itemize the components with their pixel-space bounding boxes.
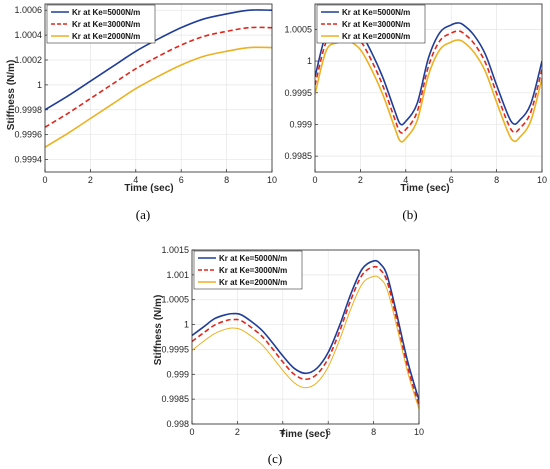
panel-c-x-tick-label: 8 <box>371 427 376 437</box>
panel-a-y-tick-label: 0.9998 <box>14 105 42 115</box>
panel-c-y-tick-label: 1.001 <box>166 270 189 280</box>
panel-c-x-tick-label: 10 <box>414 427 424 437</box>
panel-b: Time (sec) (b) 0 2 4 6 8 10 0.9985 0.999 0.9995 1… <box>284 3 547 222</box>
panel-c-x-tick-label: 0 <box>189 427 194 437</box>
panel-a-legend-label-3: Kr at Ke=2000N/m <box>72 32 140 41</box>
panel-a-y-tick-label: 0.9996 <box>14 130 42 140</box>
panel-a-y-tick-label: 1.0004 <box>14 30 42 40</box>
panel-c-series-line-3 <box>192 275 419 410</box>
panel-b-caption: (b) <box>402 207 417 222</box>
panel-c-y-tick-label: 0.9985 <box>161 394 189 404</box>
panel-c-axes-box <box>191 249 420 425</box>
panel-c-y-tick-label: 1.0005 <box>161 295 189 305</box>
panel-a-y-tick-label: 1 <box>37 80 42 90</box>
panel-a-x-tick-label: 8 <box>224 175 229 185</box>
panel-c-y-tick-label: 1.0015 <box>161 245 189 255</box>
panel-b-x-tick-label: 4 <box>403 175 408 185</box>
panel-c-series-line-1 <box>192 259 419 401</box>
panel-c-x-tick-label: 4 <box>280 427 285 437</box>
panel-a-ylabel: Stiffness (N/m) <box>6 60 17 131</box>
panel-a-xlabel: Time (sec) <box>124 183 173 194</box>
panel-c-caption: (c) <box>268 451 282 466</box>
panel-a-series-line-3 <box>45 46 272 148</box>
panel-c-x-tick-label: 6 <box>326 427 331 437</box>
panel-a-caption: (a) <box>136 207 150 222</box>
panel-b-xlabel: Time (sec) <box>400 183 449 194</box>
panel-b-legend-label-1: Kr at Ke=5000N/m <box>342 8 410 17</box>
panel-a-x-tick-label: 2 <box>88 175 93 185</box>
panel-a-legend-label-2: Kr at Ke=3000N/m <box>72 20 140 29</box>
panel-a-y-tick-label: 0.9994 <box>14 155 42 165</box>
panel-b-x-tick-label: 2 <box>358 175 363 185</box>
panel-c-x-tick-label: 2 <box>235 427 240 437</box>
panel-c: Stiffness (N/m) Time (sec) (c) 0 2 4 6 8 10 0.… <box>153 245 424 466</box>
panel-c-ylabel: Stiffness (N/m) <box>153 295 164 366</box>
panel-c-legend-label-3: Kr at Ke=2000N/m <box>219 278 287 287</box>
panel-a-y-tick-label: 1.0002 <box>14 55 42 65</box>
panel-b-x-tick-label: 6 <box>449 175 454 185</box>
panel-c-series-line-2 <box>192 265 419 406</box>
panel-c-y-tick-label: 0.999 <box>166 369 189 379</box>
panel-a-y-tick-label: 1.0006 <box>14 5 42 15</box>
panel-b-axes-box <box>314 3 543 173</box>
panel-b-series-line-2 <box>315 30 542 134</box>
panel-a-axes-box <box>44 3 273 173</box>
panel-a-x-tick-label: 4 <box>133 175 138 185</box>
panel-b-legend-label-3: Kr at Ke=2000N/m <box>342 32 410 41</box>
panel-b-y-tick-label: 1.0005 <box>284 24 312 34</box>
panel-b-x-tick-label: 0 <box>312 175 317 185</box>
panel-b-y-tick-label: 0.9985 <box>284 151 312 161</box>
panel-c-y-tick-label: 0.998 <box>166 419 189 429</box>
panel-c-xlabel: Time (sec) <box>279 429 328 440</box>
panel-c-y-tick-label: 0.9995 <box>161 344 189 354</box>
panel-a-x-tick-label: 6 <box>179 175 184 185</box>
panel-a-x-tick-label: 10 <box>267 175 277 185</box>
panel-a: Stiffness (N/m) Time (sec) (a) 0 2 4 6 8 10 0.… <box>6 3 277 222</box>
panel-b-legend-label-2: Kr at Ke=3000N/m <box>342 20 410 29</box>
panel-c-legend-label-1: Kr at Ke=5000N/m <box>219 254 287 263</box>
panel-b-y-tick-label: 0.999 <box>289 119 312 129</box>
panel-c-legend-label-2: Kr at Ke=3000N/m <box>219 266 287 275</box>
panel-b-x-tick-label: 10 <box>537 175 547 185</box>
panel-a-legend-label-1: Kr at Ke=5000N/m <box>72 8 140 17</box>
panel-c-y-tick-label: 1 <box>184 320 189 330</box>
panel-b-y-tick-label: 1 <box>307 56 312 66</box>
panel-a-x-tick-label: 0 <box>42 175 47 185</box>
panel-b-y-tick-label: 0.9995 <box>284 88 312 98</box>
panel-a-series-line-1 <box>45 9 272 111</box>
panel-b-x-tick-label: 8 <box>494 175 499 185</box>
